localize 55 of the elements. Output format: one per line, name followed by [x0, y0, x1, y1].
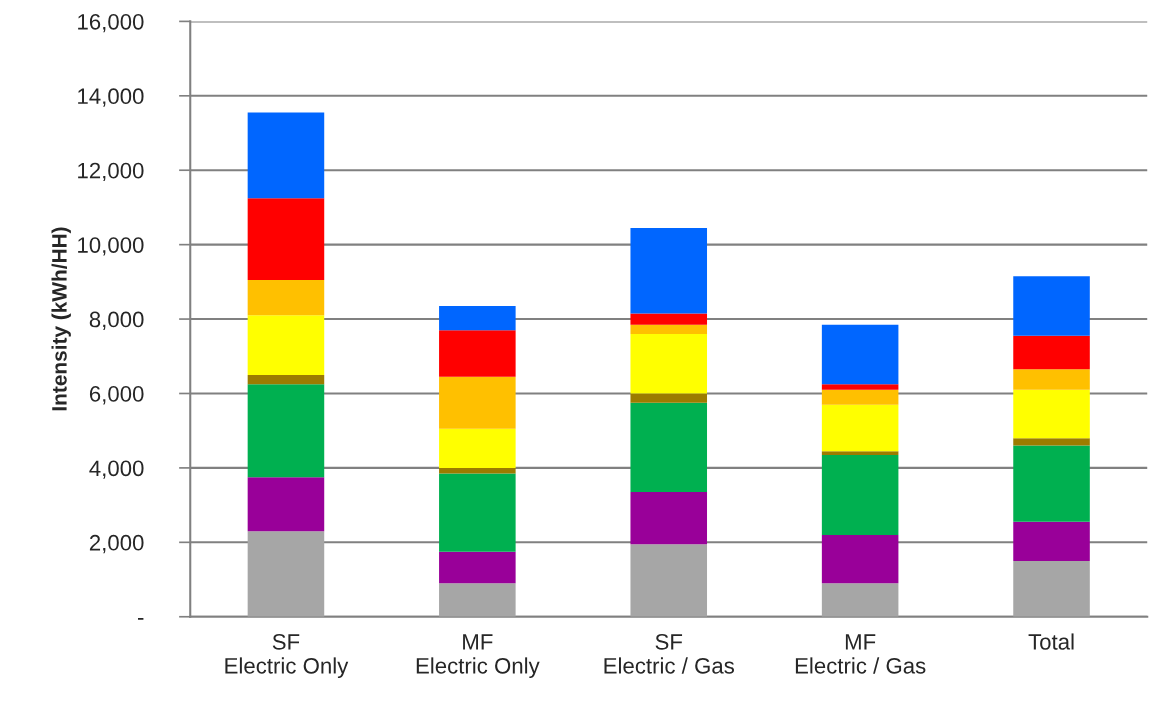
bar [1013, 389, 1090, 439]
bar [439, 428, 516, 468]
bar [821, 451, 899, 455]
bar [439, 306, 516, 331]
bar [630, 544, 708, 617]
bar [439, 376, 516, 429]
bar [821, 384, 899, 390]
y-tick-label: 12,000 [78, 162, 144, 182]
y-tick-label: 2,000 [89, 534, 144, 554]
bar [630, 402, 708, 493]
bar [439, 583, 516, 617]
bar [1013, 560, 1090, 617]
x-tick-label: Total [1028, 633, 1074, 650]
bar [439, 551, 516, 584]
bar [1013, 369, 1090, 390]
bar [247, 315, 325, 375]
x-tick-label: MF Electric Only [416, 634, 540, 679]
bar [247, 477, 325, 532]
x-tick-label: SF Electric / Gas [604, 634, 734, 674]
y-tick-label: 16,000 [78, 13, 144, 33]
bar [630, 492, 708, 545]
bar [1013, 276, 1090, 336]
y-tick-label: 10,000 [78, 237, 144, 256]
bar [1013, 335, 1090, 370]
bar [821, 324, 899, 385]
bar [439, 330, 516, 377]
bar [630, 313, 708, 325]
bar [821, 404, 899, 452]
y-tick-label: - [138, 618, 144, 620]
x-tick-label: SF Electric Only [225, 634, 349, 679]
bar [247, 280, 325, 316]
bar [630, 324, 708, 334]
bar [247, 198, 325, 280]
bar [630, 393, 708, 403]
bar [439, 467, 516, 474]
bar [821, 583, 899, 617]
bar [439, 473, 516, 552]
x-tick-label: MF Electric / Gas [795, 634, 926, 674]
bar [247, 112, 325, 199]
bar [630, 333, 708, 394]
bar [821, 534, 899, 584]
bar [247, 374, 325, 385]
bar [821, 389, 899, 405]
y-tick-label: 14,000 [78, 88, 144, 107]
y-axis-title: Intensity (kWh/HH) [51, 227, 71, 411]
bar [1013, 438, 1090, 446]
bar [247, 384, 325, 478]
y-tick-label: 6,000 [89, 386, 144, 405]
bar [821, 454, 899, 535]
bar [247, 531, 325, 617]
y-tick-label: 8,000 [89, 311, 144, 330]
bar [1013, 445, 1090, 522]
bar [1013, 521, 1090, 561]
y-tick-label: 4,000 [89, 460, 144, 479]
bar [630, 227, 708, 314]
